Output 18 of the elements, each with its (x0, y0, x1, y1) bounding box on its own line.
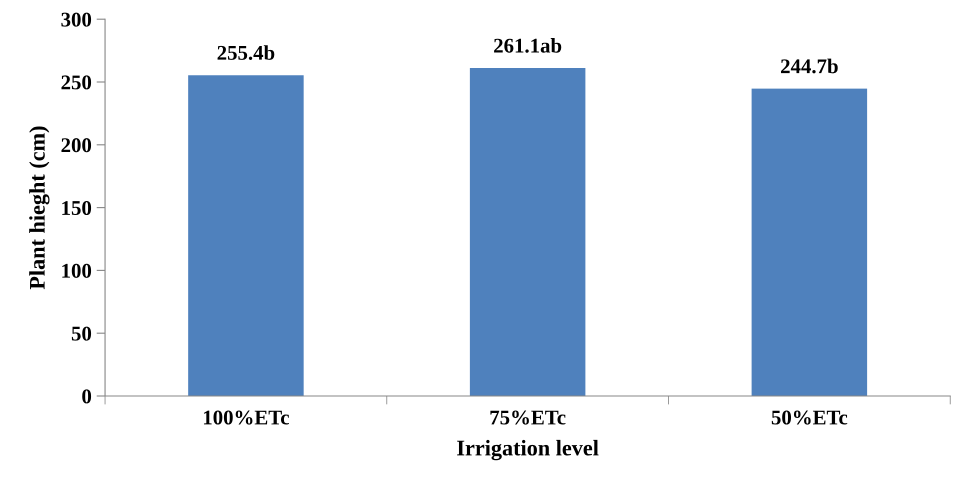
y-tick-label: 0 (82, 389, 92, 404)
x-tick-label: 50%ETc (772, 410, 848, 425)
x-tick-label: 75%ETc (490, 410, 566, 425)
x-tick-label: 100%ETc (204, 410, 289, 425)
y-axis-title: Plant hieght (cm) (29, 126, 50, 290)
y-tick-label: 300 (61, 12, 92, 27)
bar (752, 88, 868, 396)
y-tick-label: 50 (72, 326, 92, 341)
bar (470, 68, 586, 396)
y-tick-label: 250 (61, 75, 92, 90)
y-tick-label: 100 (62, 264, 92, 278)
y-tick-label: 200 (61, 138, 92, 152)
x-axis-title: Irrigation level (457, 440, 599, 460)
bar (188, 75, 304, 396)
data-label: 244.7b (781, 58, 838, 74)
data-label: 255.4b (218, 45, 274, 60)
data-label: 261.1ab (494, 38, 562, 53)
y-tick-label: 150 (62, 200, 92, 216)
